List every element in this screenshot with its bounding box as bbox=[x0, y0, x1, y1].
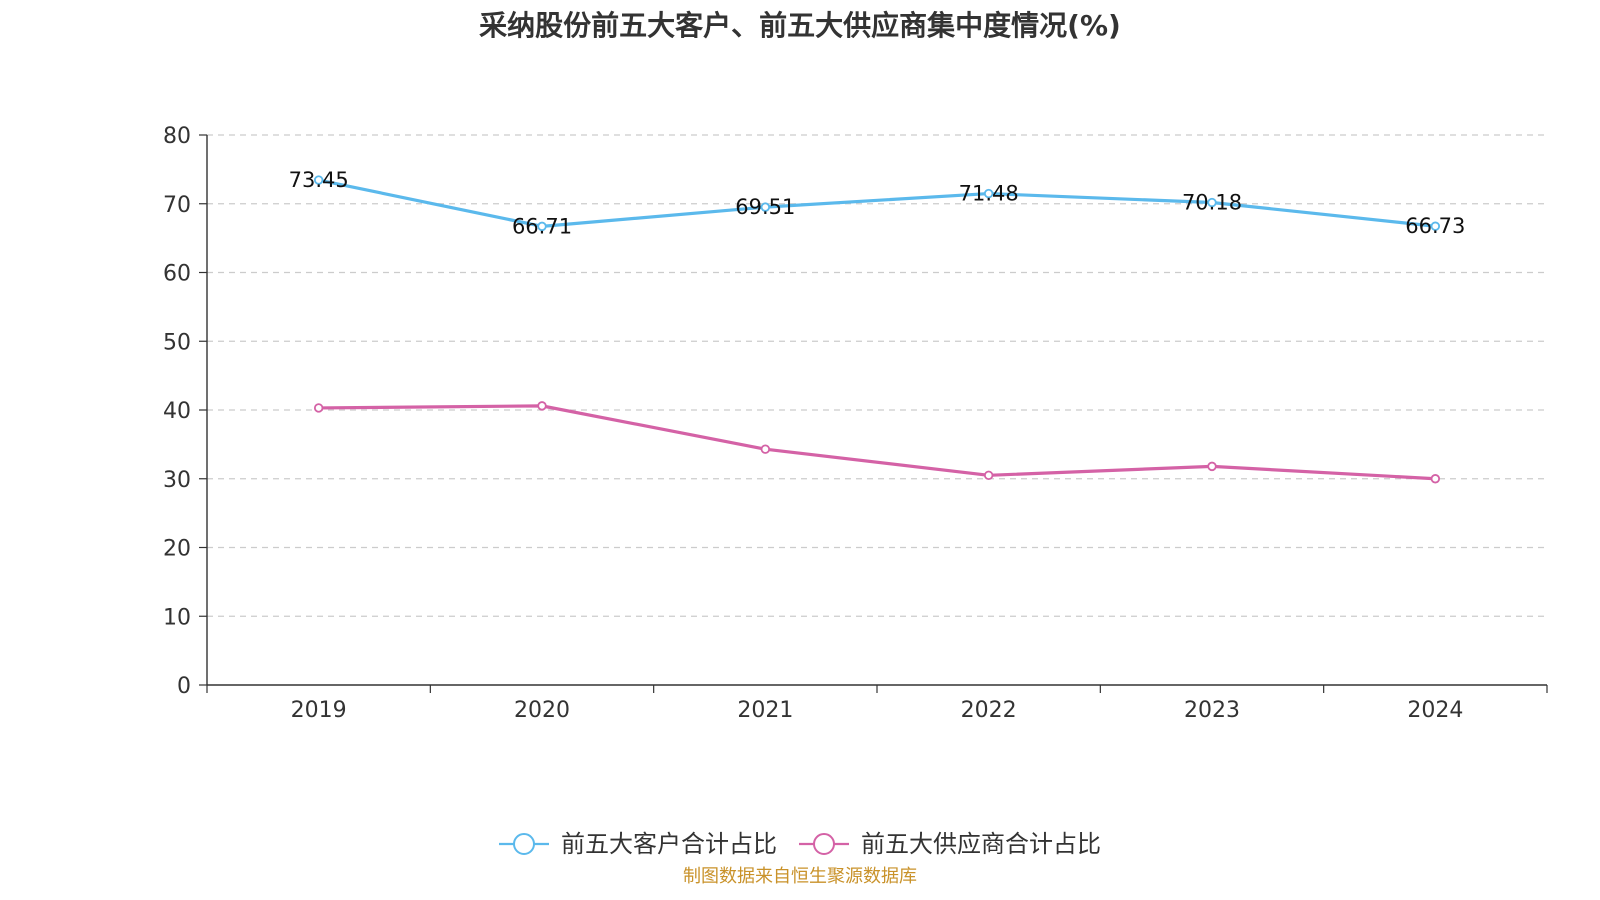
y-tick-label: 50 bbox=[163, 330, 191, 355]
legend: 前五大客户合计占比 前五大供应商合计占比 bbox=[499, 830, 1101, 858]
data-label: 71.48 bbox=[959, 182, 1019, 206]
y-tick-label: 10 bbox=[163, 605, 191, 630]
gridlines bbox=[207, 134, 1547, 617]
data-point bbox=[537, 401, 547, 411]
data-point bbox=[983, 470, 994, 481]
legend-label: 前五大供应商合计占比 bbox=[861, 830, 1101, 858]
series-line bbox=[318, 178, 1436, 228]
y-tick-label: 80 bbox=[163, 124, 191, 149]
data-point bbox=[537, 221, 547, 232]
source-note: 制图数据来自恒生聚源数据库 bbox=[683, 866, 917, 887]
data-point bbox=[760, 202, 771, 212]
y-tick-label: 30 bbox=[163, 468, 191, 493]
y-tick-label: 60 bbox=[163, 262, 191, 287]
data-point bbox=[760, 444, 771, 454]
x-tick-label: 2023 bbox=[1184, 698, 1240, 723]
data-point bbox=[1430, 221, 1441, 231]
data-label: 66.71 bbox=[512, 214, 572, 238]
series-line bbox=[318, 404, 1436, 481]
legend-label: 前五大客户合计占比 bbox=[561, 830, 777, 858]
data-label: 73.45 bbox=[289, 168, 349, 192]
legend-item[interactable]: 前五大客户合计占比 bbox=[499, 830, 777, 858]
x-tick-label: 2024 bbox=[1407, 698, 1463, 723]
data-label: 66.73 bbox=[1405, 214, 1465, 238]
data-labels: 73.45 66.71 69.51 71.48 70.18 66.73 bbox=[289, 168, 1466, 238]
y-tick-label: 20 bbox=[163, 537, 191, 562]
legend-swatch-marker bbox=[513, 833, 535, 855]
y-tick-label: 70 bbox=[163, 193, 191, 218]
series-lines bbox=[313, 175, 1441, 484]
axes: 0 10 20 30 40 50 60 70 80 2019 2020 2021 2022 2023 202… bbox=[163, 124, 1548, 723]
x-tick-label: 2019 bbox=[291, 698, 347, 723]
legend-item[interactable]: 前五大供应商合计占比 bbox=[799, 830, 1101, 858]
data-point bbox=[983, 188, 994, 199]
data-label: 69.51 bbox=[735, 195, 795, 219]
x-tick-label: 2021 bbox=[737, 698, 793, 723]
data-point bbox=[313, 403, 324, 413]
y-tick-label: 0 bbox=[177, 674, 191, 699]
x-tick-label: 2020 bbox=[514, 698, 570, 723]
data-point bbox=[313, 175, 324, 185]
x-tick-label: 2022 bbox=[961, 698, 1017, 723]
y-tick-label: 40 bbox=[163, 399, 191, 424]
data-point bbox=[1207, 461, 1217, 472]
data-point bbox=[1207, 197, 1217, 208]
data-point bbox=[1430, 474, 1441, 484]
chart-title: 采纳股份前五大客户、前五大供应商集中度情况(%) bbox=[479, 9, 1121, 42]
legend-swatch-marker bbox=[813, 833, 835, 855]
data-label: 70.18 bbox=[1182, 191, 1242, 215]
